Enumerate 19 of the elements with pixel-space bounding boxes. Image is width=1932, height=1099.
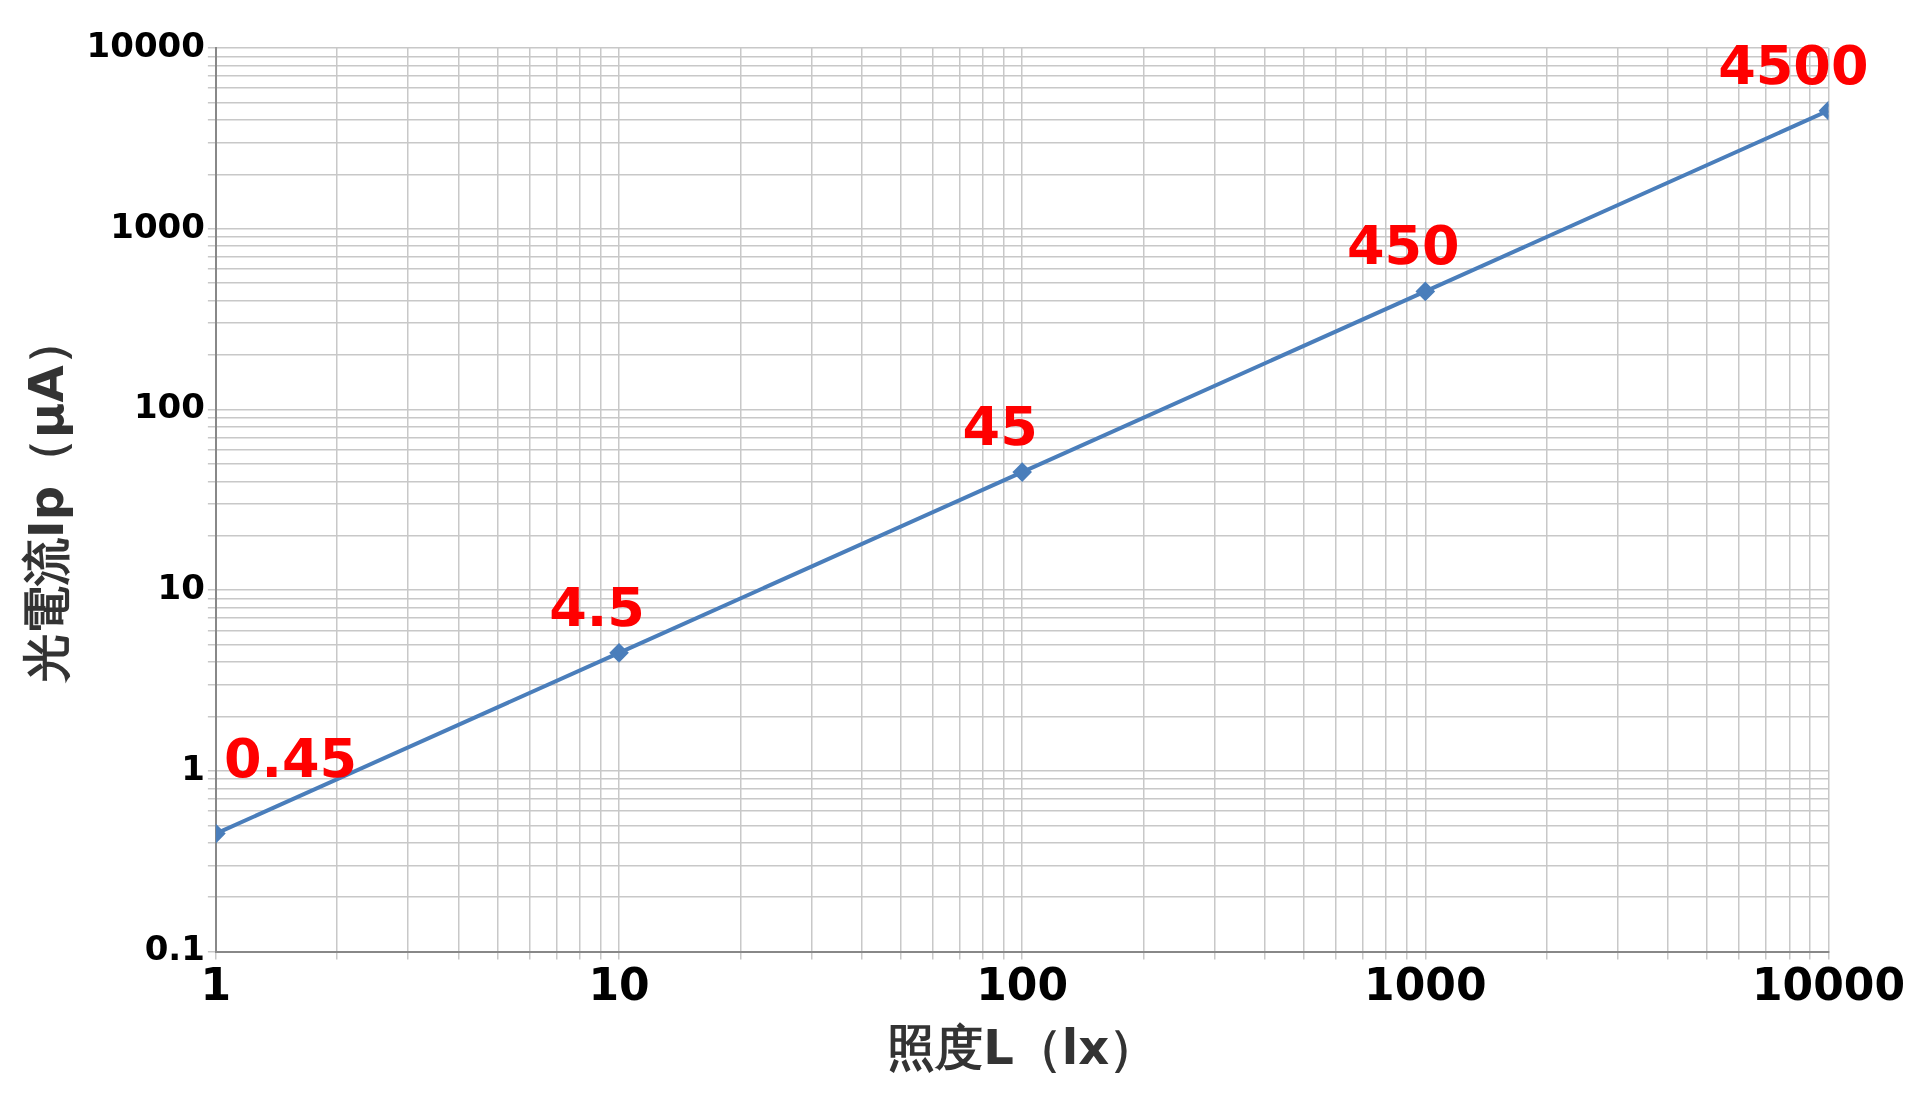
data-label: 4.5 xyxy=(549,575,645,639)
y-tick-label: 0.1 xyxy=(144,928,205,969)
x-axis-title: 照度L（lx） xyxy=(887,1018,1158,1075)
x-tick-label: 100 xyxy=(976,959,1069,1011)
data-label: 45 xyxy=(962,395,1038,459)
x-tick-label: 10000 xyxy=(1751,959,1905,1011)
y-tick-label: 10 xyxy=(157,566,205,607)
data-label: 0.45 xyxy=(223,726,358,790)
y-tick-label: 1000 xyxy=(110,205,205,246)
point xyxy=(610,643,629,662)
x-tick-label: 10 xyxy=(588,959,650,1011)
y-axis-title: 光電流Ip（μA） xyxy=(18,317,75,685)
point xyxy=(1013,463,1032,482)
y-tick-label: 100 xyxy=(133,386,205,427)
data-label: 4500 xyxy=(1718,33,1869,97)
y-tick-label: 1 xyxy=(181,747,205,788)
data-label: 450 xyxy=(1346,214,1460,278)
x-tick-label: 1000 xyxy=(1364,959,1487,1011)
y-tick-label: 10000 xyxy=(86,24,205,65)
